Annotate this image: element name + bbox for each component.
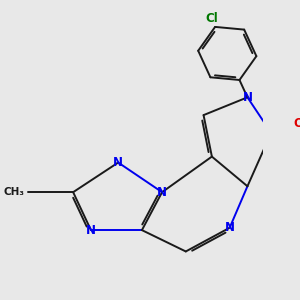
Text: O: O: [293, 117, 300, 130]
Text: N: N: [225, 221, 235, 234]
Text: N: N: [86, 224, 96, 237]
Text: N: N: [157, 186, 167, 199]
Text: N: N: [242, 91, 252, 104]
Text: Cl: Cl: [205, 12, 218, 25]
Text: N: N: [113, 156, 123, 169]
Text: CH₃: CH₃: [3, 187, 24, 197]
